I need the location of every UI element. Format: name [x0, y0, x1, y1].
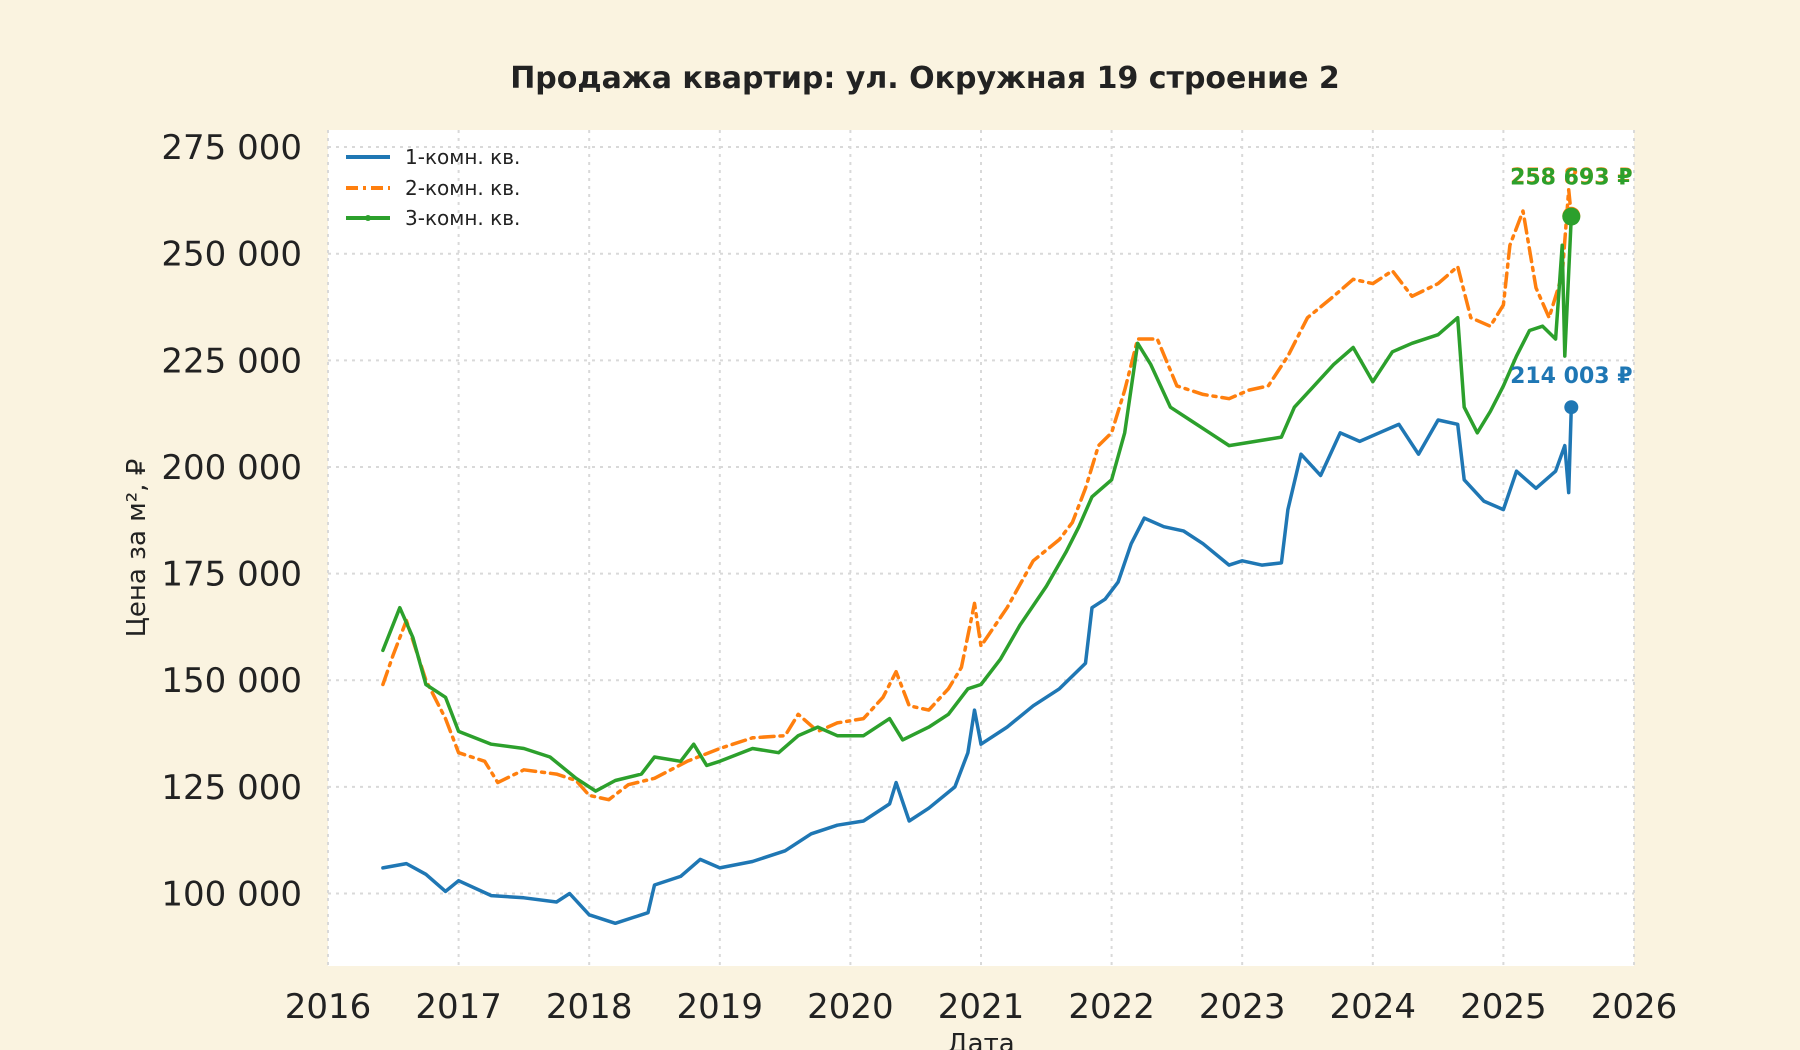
- end-marker-1room: [1564, 400, 1579, 415]
- legend-label-1room: 1-комн. кв.: [405, 145, 520, 169]
- legend-label-3room: 3-комн. кв.: [405, 206, 520, 230]
- x-tick-label: 2021: [938, 987, 1025, 1027]
- x-tick-label: 2024: [1330, 987, 1417, 1027]
- x-tick-label: 2019: [677, 987, 764, 1027]
- x-axis-label: Дата: [947, 1029, 1014, 1050]
- x-tick-label: 2022: [1068, 987, 1155, 1027]
- x-tick-label: 2016: [285, 987, 372, 1027]
- y-tick-label: 125 000: [161, 768, 302, 808]
- y-tick-label: 250 000: [161, 235, 302, 275]
- y-tick-label: 100 000: [161, 874, 302, 914]
- end-markers: 214 003 ₽ 258 893 ₽258 693 ₽: [1510, 165, 1633, 415]
- end-marker-3room: [1562, 207, 1581, 226]
- x-tick-label: 2023: [1199, 987, 1286, 1027]
- series-line-2room: [381, 187, 1574, 802]
- end-label-2room: 258 893 ₽: [1510, 165, 1632, 190]
- y-tick-label: 200 000: [161, 448, 302, 488]
- legend: 1-комн. кв. 2-комн. кв. 3-комн. кв.: [346, 145, 520, 230]
- y-axis-label: Цена за м², ₽: [122, 459, 152, 638]
- grid: [327, 130, 1635, 966]
- chart-title: Продажа квартир: ул. Окружная 19 строени…: [510, 61, 1340, 96]
- x-axis: 2016 2017 2018 2019 2020 2021 2022 2023 2024 2025…: [285, 987, 1678, 1027]
- y-axis: 100 000 125 000 150 000 175 000 200 000 225 0…: [161, 128, 302, 914]
- y-tick-label: 225 000: [161, 341, 302, 381]
- legend-label-2room: 2-комн. кв.: [405, 176, 520, 200]
- y-tick-label: 150 000: [161, 661, 302, 701]
- end-label-3room: 258 693 ₽: [1510, 166, 1632, 191]
- legend-marker-3room: [365, 215, 371, 221]
- series-line-1room: [381, 405, 1574, 926]
- y-tick-label: 275 000: [161, 128, 302, 168]
- series-layer: [381, 187, 1574, 926]
- x-tick-label: 2017: [415, 987, 502, 1027]
- y-tick-label: 175 000: [161, 555, 302, 595]
- x-tick-label: 2020: [807, 987, 894, 1027]
- end-label-1room: 214 003 ₽: [1510, 364, 1632, 389]
- x-tick-label: 2025: [1460, 987, 1547, 1027]
- x-tick-label: 2026: [1591, 987, 1678, 1027]
- x-tick-label: 2018: [546, 987, 633, 1027]
- series-line-3room: [381, 214, 1574, 793]
